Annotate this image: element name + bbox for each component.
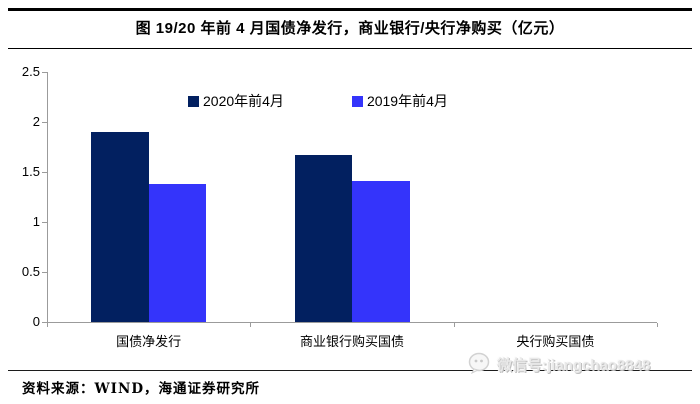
legend-item: 2019年前4月 <box>351 91 448 111</box>
y-tick-label: 2 <box>32 114 40 129</box>
watermark: 微信号:jiangchao8848 <box>468 352 650 376</box>
y-tick-label: 1.5 <box>21 164 40 179</box>
legend-label: 2019年前4月 <box>366 93 448 109</box>
y-tick-mark <box>42 172 47 173</box>
y-tick-mark <box>42 272 47 273</box>
legend: 2020年前4月 2019年前4月 <box>188 91 448 111</box>
top-rule <box>8 8 692 11</box>
bar-2019年前4月-商业银行购买国债 <box>352 181 410 322</box>
wechat-icon <box>468 352 494 376</box>
legend-swatch-icon <box>351 95 363 107</box>
x-tick-mark <box>453 323 455 327</box>
bar-2020年前4月-国债净发行 <box>91 132 149 322</box>
source-note: 资料来源：WIND，海通证券研究所 <box>22 381 261 397</box>
x-tick-mark <box>657 323 658 327</box>
bar-2019年前4月-国债净发行 <box>148 184 207 322</box>
legend-item: 2020年前4月 <box>188 91 284 111</box>
legend-swatch-icon <box>188 95 199 107</box>
chart-title: 图 19/20 年前 4 月国债净发行，商业银行/央行净购买（亿元） <box>135 20 565 37</box>
x-tick-mark <box>47 323 48 327</box>
x-axis-line <box>47 322 657 323</box>
x-category-label: 商业银行购买国债 <box>299 334 404 349</box>
y-tick-mark <box>42 222 47 223</box>
y-tick-label: 0 <box>32 314 40 329</box>
x-tick-mark <box>250 323 252 327</box>
watermark-text: 微信号:jiangchao8848 <box>497 356 651 374</box>
y-axis-line <box>47 72 48 323</box>
bar-2020年前4月-商业银行购买国债 <box>294 155 352 322</box>
x-category-label: 央行购买国债 <box>516 334 595 349</box>
title-divider-rule <box>8 48 692 49</box>
y-tick-label: 1 <box>32 214 40 229</box>
x-category-label: 国债净发行 <box>116 334 182 349</box>
y-tick-label: 2.5 <box>21 64 40 79</box>
bottom-rule <box>8 370 692 371</box>
y-tick-mark <box>42 322 47 323</box>
y-tick-label: 0.5 <box>21 264 40 279</box>
legend-label: 2020年前4月 <box>203 93 284 109</box>
y-tick-mark <box>42 72 47 73</box>
y-tick-mark <box>42 122 47 123</box>
